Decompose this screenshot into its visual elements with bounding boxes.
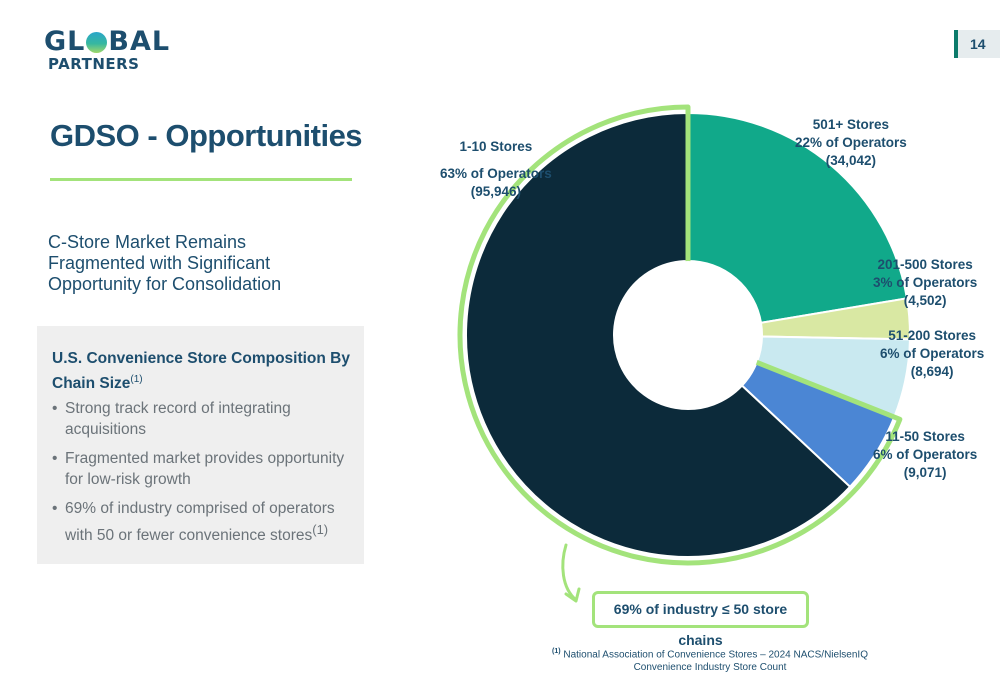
label-11-50: 11-50 Stores 6% of Operators (9,071)	[873, 428, 977, 482]
label-201-500-pct: 3% of Operators	[873, 275, 978, 290]
label-201-500-count: (4,502)	[903, 293, 947, 308]
label-11-50-pct: 6% of Operators	[873, 447, 978, 462]
callout-arrow-stem	[561, 543, 578, 602]
title-divider	[50, 178, 352, 181]
bullet-text: Fragmented market provides opportunity f…	[65, 450, 345, 488]
bullet-dot-icon: •	[52, 450, 58, 467]
footnote-line1: (1) National Association of Convenience …	[540, 645, 880, 661]
footnote-line2: Convenience Industry Store Count	[633, 662, 787, 674]
bullet-item: • Fragmented market provides opportunity …	[52, 448, 352, 490]
globe-icon	[86, 31, 108, 53]
global-partners-logo: GL BAL PARTNERS	[44, 28, 174, 73]
label-201-500-name: 201-500 Stores	[877, 257, 973, 272]
info-panel-title-text: U.S. Convenience Store Composition By Ch…	[52, 350, 350, 393]
label-51-200-pct: 6% of Operators	[880, 346, 985, 361]
label-1-10-count: (95,946)	[470, 184, 522, 199]
chart-slices	[465, 111, 911, 558]
page-number-badge: 14	[954, 30, 1000, 58]
label-501-plus-pct: 22% of Operators	[795, 135, 907, 150]
logo-text-b: BAL	[108, 26, 171, 57]
logo-text-a: GL	[44, 26, 86, 57]
bullet-text: Strong track record of integrating acqui…	[65, 400, 291, 438]
label-501-plus-name: 501+ Stores	[812, 117, 889, 132]
bullet-dot-icon: •	[52, 400, 58, 417]
label-51-200-count: (8,694)	[910, 364, 954, 379]
bullet-dot-icon: •	[52, 500, 58, 517]
label-11-50-name: 11-50 Stores	[885, 429, 965, 444]
footnote-ref: (1)	[312, 522, 329, 537]
page-number: 14	[970, 36, 986, 52]
donut-hole	[614, 261, 762, 409]
bullet-item: • Strong track record of integrating acqu…	[52, 398, 352, 440]
bullet-item: • 69% of industry comprised of operators …	[52, 498, 352, 546]
logo-subtext: PARTNERS	[48, 55, 140, 73]
label-51-200: 51-200 Stores 6% of Operators (8,694)	[880, 327, 984, 381]
page-subtitle: C-Store Market Remains Fragmented with S…	[48, 232, 282, 294]
info-panel-title: U.S. Convenience Store Composition By Ch…	[52, 348, 352, 394]
callout-arrow-head	[564, 587, 581, 603]
info-panel: U.S. Convenience Store Composition By Ch…	[37, 326, 364, 564]
label-1-10-name: 1-10 Stores	[459, 139, 533, 154]
footnote-marker: (1)	[552, 648, 561, 655]
footnote-ref: (1)	[130, 374, 143, 385]
bullet-text: 69% of industry comprised of operators w…	[65, 500, 335, 545]
label-1-10: 1-10 Stores 63% of Operators (95,946)	[440, 138, 552, 201]
label-1-10-pct: 63% of Operators	[440, 166, 552, 181]
footnote: (1) National Association of Convenience …	[540, 645, 880, 674]
footnote-text1: National Association of Convenience Stor…	[563, 649, 868, 661]
label-501-plus: 501+ Stores 22% of Operators (34,042)	[795, 116, 907, 170]
bullet-list: • Strong track record of integrating acqu…	[52, 398, 352, 554]
label-51-200-name: 51-200 Stores	[888, 328, 977, 343]
callout-box: 69% of industry ≤ 50 store chains	[592, 591, 809, 648]
label-11-50-count: (9,071)	[903, 465, 947, 480]
page-title: GDSO - Opportunities	[50, 118, 363, 153]
label-501-plus-count: (34,042)	[825, 153, 877, 168]
logo-wordmark: GL BAL	[44, 28, 174, 56]
label-201-500: 201-500 Stores 3% of Operators (4,502)	[873, 256, 977, 310]
